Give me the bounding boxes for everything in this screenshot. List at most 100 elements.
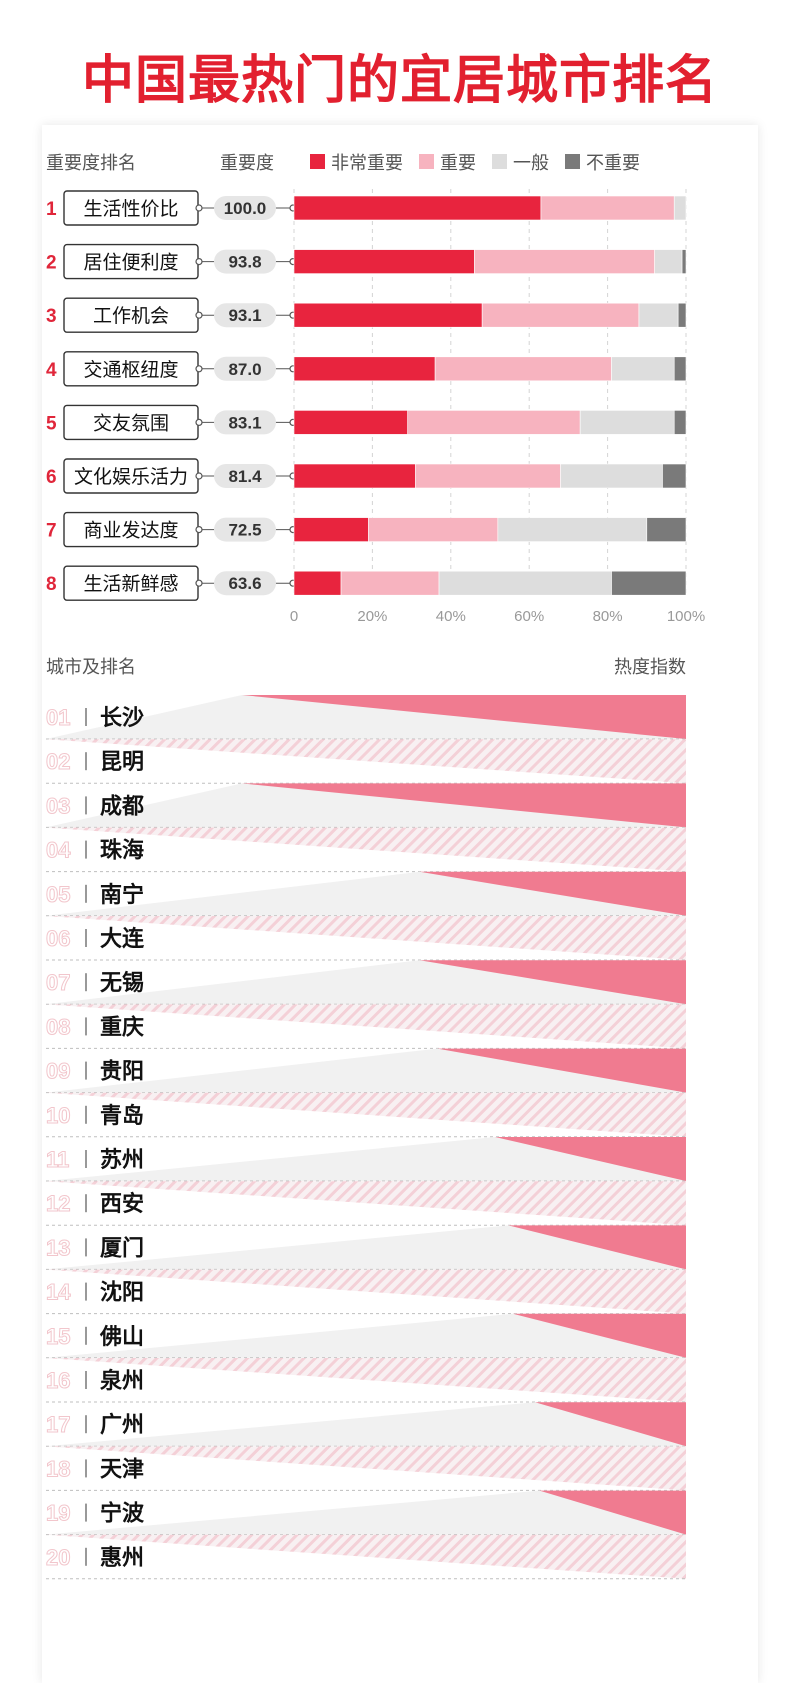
city-name: 无锡 (100, 970, 144, 995)
score-pill (214, 410, 276, 435)
rank-number: 6 (46, 467, 57, 488)
city-rank-number: 20 (46, 1545, 70, 1570)
criterion-label: 居住便利度 (83, 252, 178, 274)
heat-wedge (46, 1092, 686, 1137)
heat-wedge (46, 1534, 686, 1579)
heat-wedge (535, 1402, 686, 1447)
x-tick-label: 60% (514, 608, 544, 625)
heat-wedge (46, 1358, 686, 1402)
city-name: 成都 (100, 793, 144, 818)
bar-segment (673, 195, 687, 221)
rank-number: 4 (46, 360, 57, 381)
score-value: 93.8 (228, 253, 261, 272)
score-pill (214, 196, 276, 220)
heat-wedge (242, 695, 686, 739)
city-name: 泉州 (100, 1368, 144, 1393)
bar-segment (434, 356, 612, 382)
heat-wedge (46, 827, 686, 872)
x-tick-label: 40% (436, 608, 466, 625)
city-rank-number: 15 (46, 1324, 70, 1349)
heat-wedge (46, 739, 686, 784)
city-rank-number: 19 (46, 1501, 70, 1526)
city-name: 青岛 (100, 1103, 144, 1128)
x-tick-label: 100% (667, 608, 705, 625)
bar-segment (579, 410, 675, 435)
city-rank-number: 10 (46, 1103, 70, 1128)
bar-segment (407, 410, 581, 435)
score-value: 72.5 (228, 521, 261, 540)
row-shadow (46, 1225, 686, 1270)
city-name: 大连 (100, 926, 145, 951)
rank-number: 1 (46, 199, 57, 220)
score-value: 93.1 (228, 306, 261, 325)
heat-wedge (419, 960, 686, 1005)
connector-dot (195, 526, 203, 534)
city-name: 沈阳 (100, 1280, 144, 1305)
score-value: 87.0 (228, 360, 261, 379)
legend-label-4: 不重要 (586, 153, 640, 173)
bar-segment (293, 356, 436, 382)
legend-label-1: 非常重要 (331, 153, 403, 173)
heat-wedge (508, 1225, 686, 1270)
score-pill (214, 249, 276, 274)
bar-segment (293, 249, 475, 274)
bar-segment (438, 570, 612, 596)
city-rank-number: 02 (46, 749, 70, 774)
score-pill (214, 517, 276, 542)
city-rank-number: 03 (46, 793, 70, 818)
city-rank-number: 17 (46, 1412, 70, 1437)
heat-wedge (46, 1181, 686, 1226)
city-rank-number: 08 (46, 1014, 70, 1039)
bar-segment (662, 463, 687, 489)
connector-dot (195, 418, 203, 426)
city-rank-number: 09 (46, 1059, 70, 1084)
criterion-label: 生活性价比 (83, 198, 178, 220)
bar-segment (474, 249, 655, 274)
city-name: 天津 (100, 1456, 144, 1481)
header-rank-label: 重要度排名 (46, 153, 136, 173)
connector-dot (195, 365, 203, 373)
city-rank-number: 11 (46, 1147, 69, 1172)
rank-number: 5 (46, 413, 57, 434)
score-value: 63.6 (228, 574, 261, 593)
heat-wedge (419, 871, 686, 916)
rank-number: 8 (46, 574, 57, 595)
criterion-label: 文化娱乐活力 (74, 466, 188, 488)
connector-dot (195, 579, 203, 587)
city-name: 重庆 (100, 1014, 144, 1039)
score-pill (214, 356, 276, 381)
city-name: 广州 (100, 1412, 144, 1437)
bar-segment (611, 356, 675, 382)
city-rank-number: 12 (46, 1191, 70, 1216)
connector-dot (195, 258, 203, 266)
bar-segment (677, 302, 687, 328)
x-tick-label: 80% (593, 608, 623, 625)
heat-wedge (539, 1490, 686, 1535)
score-value: 100.0 (224, 199, 267, 218)
row-shadow (46, 1313, 686, 1358)
city-name: 南宁 (100, 882, 144, 907)
row-shadow (46, 1137, 686, 1181)
row-shadow (46, 1402, 686, 1447)
criterion-label: 生活新鲜感 (83, 573, 178, 595)
heat-wedge (46, 916, 686, 960)
city-rank-number: 16 (46, 1368, 70, 1393)
legend-label-2: 重要 (440, 153, 476, 173)
city-rank-number: 06 (46, 926, 70, 951)
city-name: 惠州 (100, 1545, 144, 1570)
criterion-label: 商业发达度 (83, 520, 178, 542)
heat-wedge (46, 1269, 686, 1314)
heat-wedge (46, 1446, 686, 1491)
bar-segment (293, 570, 342, 596)
heat-wedge (242, 783, 686, 828)
bar-segment (415, 463, 561, 489)
score-pill (214, 464, 276, 488)
city-rank-number: 01 (46, 705, 70, 730)
criterion-label: 交通枢纽度 (83, 359, 178, 381)
header-city-label: 城市及排名 (46, 657, 136, 677)
legend-swatch-1 (310, 154, 325, 169)
bar-segment (340, 570, 440, 596)
rank-number: 7 (46, 521, 57, 542)
rank-number: 2 (46, 253, 57, 274)
score-value: 81.4 (228, 467, 262, 486)
